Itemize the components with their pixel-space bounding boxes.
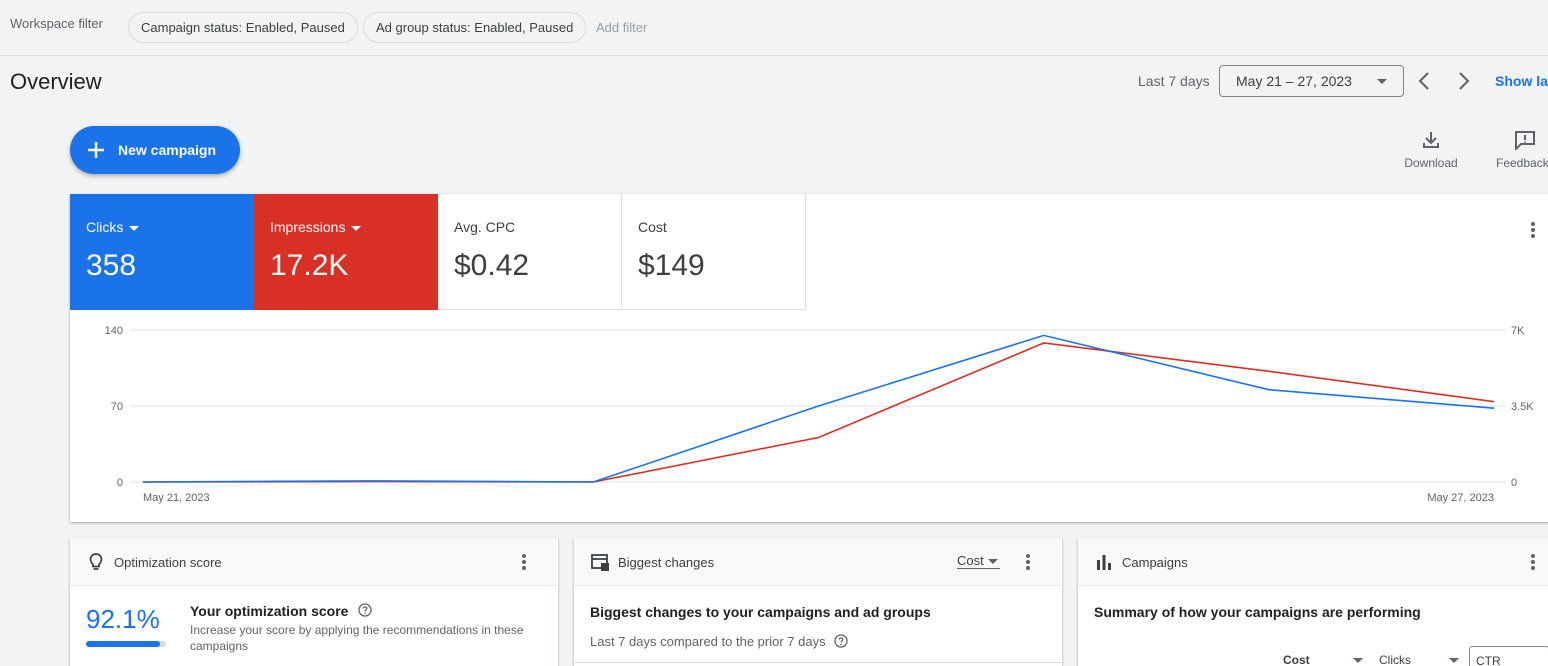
add-filter-link[interactable]: Add filter [596,20,648,35]
changes-icon [591,554,609,571]
caret-down-icon [129,225,140,231]
clicks-metric-label: Clicks [86,219,140,235]
more-vert-icon[interactable] [1523,552,1543,572]
performance-line-chart: 0 0 70 3.5K 140 7K May 21, 2023 May 27, 2023 [105,325,1535,504]
plus-icon [88,142,104,158]
right-axis-tick-label: 7K [1511,325,1525,337]
impressions-metric-tab[interactable]: Impressions 17.2K [254,194,438,310]
download-label: Download [1404,156,1458,170]
date-range-value: May 21 – 27, 2023 [1236,73,1352,89]
right-axis-tick-label: 0 [1511,477,1517,489]
left-axis-tick-label: 140 [105,325,123,337]
download-icon [1423,132,1439,148]
biggest-changes-heading: Biggest changes to your campaigns and ad… [590,604,931,620]
avg-cpc-metric-label: Avg. CPC [454,219,516,235]
date-range-select[interactable]: May 21 – 27, 2023 [1219,65,1404,97]
campaigns-column-select[interactable]: CTR [1469,646,1548,666]
biggest-changes-card: Biggest changes Cost Biggest changes to … [574,538,1062,666]
lightbulb-icon [89,553,103,570]
left-axis-tick-label: 0 [117,477,123,489]
workspace-filter-bar: Workspace filter Campaign status: Enable… [0,0,1548,56]
more-vert-icon[interactable] [1018,552,1038,572]
campaigns-column-select[interactable]: Cost [1283,653,1310,666]
biggest-changes-card-title: Biggest changes [618,555,715,570]
optimization-score-bar [86,641,166,647]
more-vert-icon[interactable] [1523,220,1543,240]
biggest-changes-subtitle: Last 7 days compared to the prior 7 days [590,634,848,649]
cost-metric-value: $149 [638,249,705,282]
biggest-changes-card-header: Biggest changes Cost [574,538,1062,586]
optimization-score-heading: Your optimization score [190,603,372,619]
left-axis-tick-label: 70 [111,401,123,413]
avg-cpc-metric-tab[interactable]: Avg. CPC $0.42 [438,194,622,310]
optimization-score-card: Optimization score 92.1% Your optimizati… [70,538,558,666]
optimization-score-bar-fill [86,641,160,647]
ad-group-status-filter-chip[interactable]: Ad group status: Enabled, Paused [363,12,587,43]
help-icon[interactable] [358,603,372,617]
x-axis-tick-label: May 27, 2023 [1427,492,1494,504]
page-title: Overview [10,69,102,94]
clicks-metric-value: 358 [86,249,137,282]
campaigns-card: Campaigns Summary of how your campaigns … [1078,538,1548,666]
cost-metric-tab[interactable]: Cost $149 [622,194,806,310]
campaign-status-filter-chip[interactable]: Campaign status: Enabled, Paused [128,12,358,43]
feedback-icon [1515,131,1535,150]
bar-chart-icon [1097,555,1111,570]
chevron-left-icon[interactable] [1414,70,1434,92]
campaigns-card-title: Campaigns [1122,555,1188,570]
campaigns-column-select[interactable]: Clicks [1379,653,1411,666]
x-axis-tick-label: May 21, 2023 [143,492,210,504]
optimization-card-title: Optimization score [114,555,222,570]
cost-metric-label: Cost [638,219,667,235]
right-axis-tick-label: 3.5K [1511,401,1534,413]
new-campaign-button[interactable]: New campaign [70,126,240,174]
new-campaign-label: New campaign [118,142,217,158]
impressions-series-line [142,342,1495,483]
campaigns-summary-heading: Summary of how your campaigns are perfor… [1094,604,1421,620]
optimization-score-value: 92.1% [86,604,160,634]
avg-cpc-metric-value: $0.42 [454,249,530,282]
workspace-filter-label: Workspace filter [10,16,103,31]
optimization-score-description: Increase your score by applying the reco… [190,623,524,653]
clicks-metric-tab[interactable]: Clicks 358 [70,194,254,310]
clicks-series-line [142,334,1495,483]
optimization-card-header: Optimization score [70,538,558,586]
download-button[interactable]: Download [1402,130,1460,170]
performance-chart-card: Clicks 358 Impressions 17.2K Avg. CPC $0… [70,194,1548,522]
caret-down-icon [1449,658,1459,663]
help-icon[interactable] [834,634,848,648]
table-divider [574,662,1062,663]
campaigns-card-header: Campaigns [1078,538,1548,586]
biggest-changes-metric-select[interactable]: Cost [957,553,1000,569]
caret-down-icon [351,225,362,231]
caret-down-icon [1377,79,1387,84]
caret-down-icon [987,559,998,564]
date-range-label: Last 7 days [1138,73,1210,89]
feedback-button[interactable]: Feedback [1496,130,1548,170]
impressions-metric-value: 17.2K [270,249,349,282]
impressions-metric-label: Impressions [270,219,362,235]
more-vert-icon[interactable] [514,552,534,572]
chevron-right-icon[interactable] [1454,70,1474,92]
caret-down-icon [1353,658,1363,663]
show-last-link[interactable]: Show last [1495,73,1548,89]
feedback-label: Feedback [1496,156,1548,170]
